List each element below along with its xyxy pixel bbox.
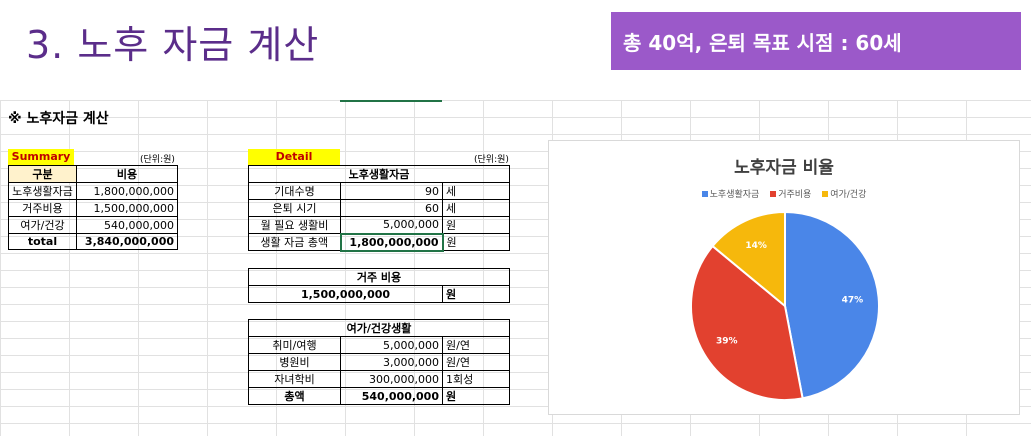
value-cell[interactable]: 5,000,000 xyxy=(340,336,443,354)
value-cell[interactable]: 540,000,000 xyxy=(76,216,178,234)
unit-cell[interactable]: 원/연 xyxy=(442,353,510,371)
table-row: total 3,840,000,000 xyxy=(8,233,178,250)
category-cell[interactable]: 노후생활자금 xyxy=(8,182,77,200)
section-header[interactable]: 여가/건강생활 xyxy=(248,319,510,337)
header-cell[interactable]: 비용 xyxy=(76,165,178,183)
summary-label[interactable]: Summary xyxy=(8,149,74,165)
value-cell[interactable]: 1,800,000,000 xyxy=(339,232,444,252)
table-row: 구분 비용 xyxy=(8,165,178,183)
category-cell[interactable]: 여가/건강 xyxy=(8,216,77,234)
item-cell[interactable]: 자녀학비 xyxy=(248,370,341,388)
item-cell[interactable]: 기대수명 xyxy=(248,182,341,200)
item-cell[interactable]: 은퇴 시기 xyxy=(248,199,341,217)
unit-cell[interactable]: 원 xyxy=(442,387,510,405)
detail-label[interactable]: Detail xyxy=(248,149,340,165)
table-row: 1,500,000,000 원 xyxy=(248,285,510,303)
value-cell[interactable]: 60 xyxy=(340,199,443,217)
table-row: 생활 자금 총액 1,800,000,000 원 xyxy=(248,232,510,252)
housing-table: 거주 비용 1,500,000,000 원 xyxy=(248,268,510,303)
table-row: 월 필요 생활비 5,000,000 원 xyxy=(248,216,510,234)
chart-legend: 노후생활자금 거주비용 여가/건강 xyxy=(549,187,1019,200)
unit-cell[interactable]: 원/연 xyxy=(442,336,510,354)
category-cell[interactable]: 거주비용 xyxy=(8,199,77,217)
section-header[interactable]: 거주 비용 xyxy=(248,268,510,286)
unit-cell[interactable]: 1회성 xyxy=(442,370,510,388)
section-header[interactable]: 노후생활자금 xyxy=(248,165,510,183)
value-cell[interactable]: 1,500,000,000 xyxy=(248,285,443,303)
pie-plot: 47% 39% 14% xyxy=(690,210,880,401)
pie-slice-1[interactable] xyxy=(690,244,804,401)
legend-label: 여가/건강 xyxy=(830,190,867,200)
value-cell[interactable]: 300,000,000 xyxy=(340,370,443,388)
unit-cell[interactable]: 세 xyxy=(442,182,510,200)
summary-table: 구분 비용 노후생활자금 1,800,000,000 거주비용 1,500,00… xyxy=(8,165,178,250)
table-row: 여가/건강생활 xyxy=(248,319,510,337)
chart-title: 노후자금 비율 xyxy=(734,158,834,178)
sheet-title: ※ 노후자금 계산 xyxy=(8,111,109,127)
item-cell[interactable]: 월 필요 생활비 xyxy=(248,216,341,234)
item-cell[interactable]: 취미/여행 xyxy=(248,336,341,354)
unit-cell[interactable]: 원 xyxy=(442,285,510,303)
table-row: 거주 비용 xyxy=(248,268,510,286)
value-cell[interactable]: 90 xyxy=(340,182,443,200)
value-cell[interactable]: 1,800,000,000 xyxy=(76,182,178,200)
table-row: 병원비 3,000,000 원/연 xyxy=(248,353,510,371)
legend-label: 거주비용 xyxy=(778,190,812,200)
legend-item: 노후생활자금 xyxy=(701,190,760,200)
legend-swatch xyxy=(701,191,708,197)
table-row: 기대수명 90 세 xyxy=(248,182,510,200)
unit-cell[interactable]: 원 xyxy=(442,216,510,234)
slice-label-0: 47% xyxy=(842,296,864,306)
pie-slice-0[interactable] xyxy=(784,210,880,400)
table-row: 자녀학비 300,000,000 1회성 xyxy=(248,370,510,388)
legend-label: 노후생활자금 xyxy=(709,190,760,200)
pie-slice-2[interactable] xyxy=(711,210,786,309)
table-row: 노후생활자금 xyxy=(248,165,510,183)
slice-label-1: 39% xyxy=(716,336,738,346)
table-row: 거주비용 1,500,000,000 xyxy=(8,199,178,217)
value-cell[interactable]: 5,000,000 xyxy=(340,216,443,234)
goal-banner: 총 40억, 은퇴 목표 시점 : 60세 xyxy=(611,12,1021,70)
legend-swatch xyxy=(770,191,777,197)
table-row: 여가/건강 540,000,000 xyxy=(8,216,178,234)
table-row: 총액 540,000,000 원 xyxy=(248,387,510,405)
legend-item: 거주비용 xyxy=(770,190,811,200)
table-row: 은퇴 시기 60 세 xyxy=(248,199,510,217)
value-cell[interactable]: 1,500,000,000 xyxy=(76,199,178,217)
item-cell[interactable]: 총액 xyxy=(248,387,341,405)
active-cell-indicator xyxy=(340,100,442,102)
value-cell[interactable]: 3,000,000 xyxy=(340,353,443,371)
item-cell[interactable]: 생활 자금 총액 xyxy=(248,233,341,251)
slice-label-2: 14% xyxy=(745,241,767,251)
category-cell[interactable]: total xyxy=(8,233,77,250)
legend-item: 여가/건강 xyxy=(822,190,866,200)
table-row: 취미/여행 5,000,000 원/연 xyxy=(248,336,510,354)
summary-unit: (단위:원) xyxy=(140,155,175,165)
value-cell[interactable]: 540,000,000 xyxy=(340,387,443,405)
living-table: 노후생활자금 기대수명 90 세 은퇴 시기 60 세 월 필요 생활비 5,0… xyxy=(248,165,510,252)
detail-unit: (단위:원) xyxy=(474,155,509,165)
value-cell[interactable]: 3,840,000,000 xyxy=(76,233,178,250)
legend-swatch xyxy=(822,191,829,197)
unit-cell[interactable]: 세 xyxy=(442,199,510,217)
header-cell[interactable]: 구분 xyxy=(8,165,77,183)
leisure-table: 여가/건강생활 취미/여행 5,000,000 원/연 병원비 3,000,00… xyxy=(248,319,510,405)
slide-title: 3. 노후 자금 계산 xyxy=(26,23,320,67)
item-cell[interactable]: 병원비 xyxy=(248,353,341,371)
unit-cell[interactable]: 원 xyxy=(442,233,510,251)
table-row: 노후생활자금 1,800,000,000 xyxy=(8,182,178,200)
pie-chart[interactable]: 노후자금 비율 노후생활자금 거주비용 여가/건강 47% 39% 14% xyxy=(548,140,1020,415)
